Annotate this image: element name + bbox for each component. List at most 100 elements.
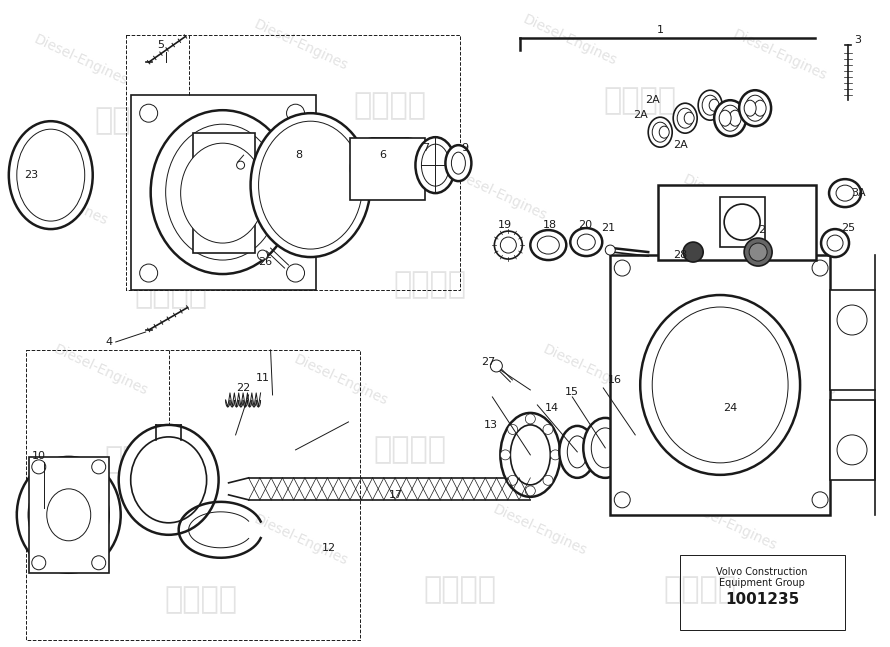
Text: 20: 20 [578,220,593,230]
Text: 11: 11 [255,373,270,383]
Ellipse shape [648,117,672,147]
Ellipse shape [729,110,741,126]
Circle shape [32,556,45,570]
Circle shape [749,243,767,261]
Text: Diesel-Engines: Diesel-Engines [731,27,829,83]
Text: Equipment Group: Equipment Group [719,578,805,587]
Text: 紫发动力: 紫发动力 [94,105,167,135]
Text: 8: 8 [295,150,302,160]
Text: Diesel-Engines: Diesel-Engines [52,342,150,398]
Ellipse shape [714,100,746,136]
Ellipse shape [351,138,394,198]
Text: Diesel-Engines: Diesel-Engines [231,182,330,238]
Ellipse shape [659,126,669,138]
Text: Diesel-Engines: Diesel-Engines [251,17,350,73]
Ellipse shape [754,100,766,116]
Circle shape [140,264,158,282]
Circle shape [500,450,510,460]
Text: 12: 12 [321,543,336,553]
Circle shape [812,492,828,508]
Circle shape [684,242,703,262]
Circle shape [837,305,867,335]
Text: 25: 25 [841,223,855,233]
Ellipse shape [445,145,472,181]
Bar [351,138,425,200]
Text: Diesel-Engines: Diesel-Engines [740,342,839,398]
Text: 23: 23 [24,170,38,180]
Circle shape [92,460,106,474]
Circle shape [494,231,522,259]
Ellipse shape [726,388,734,402]
Text: Diesel-Engines: Diesel-Engines [12,502,110,558]
Text: 28: 28 [673,250,687,260]
Circle shape [837,435,867,465]
Ellipse shape [615,407,655,463]
Text: 紫发动力: 紫发动力 [134,281,207,309]
Ellipse shape [28,469,109,561]
Ellipse shape [451,152,465,174]
Ellipse shape [181,143,264,243]
Ellipse shape [673,104,697,133]
Text: 2A: 2A [645,95,659,105]
Text: Diesel-Engines: Diesel-Engines [681,497,780,553]
Text: 26: 26 [258,257,272,267]
Circle shape [507,476,518,485]
Text: Diesel-Engines: Diesel-Engines [12,172,110,228]
Circle shape [92,556,106,570]
Circle shape [500,237,516,253]
Ellipse shape [538,236,559,254]
Text: 紫发动力: 紫发动力 [603,85,676,115]
Circle shape [550,450,561,460]
Text: 紫发动力: 紫发动力 [614,441,687,469]
Circle shape [827,235,843,251]
Circle shape [614,492,630,508]
Text: 27: 27 [481,357,496,367]
Text: 紫发动力: 紫发动力 [424,575,497,604]
Text: Diesel-Engines: Diesel-Engines [31,32,130,88]
Text: 6: 6 [379,150,386,160]
Ellipse shape [684,112,694,124]
Ellipse shape [416,137,456,193]
Ellipse shape [559,426,595,478]
Ellipse shape [652,307,788,463]
Ellipse shape [567,436,587,468]
Text: 17: 17 [388,490,402,500]
Bar [830,400,875,480]
Ellipse shape [623,417,647,453]
Circle shape [543,424,553,434]
Text: 1: 1 [657,25,664,36]
Text: Diesel-Engines: Diesel-Engines [521,12,619,68]
Ellipse shape [829,179,861,207]
Text: 10: 10 [32,451,45,461]
Ellipse shape [166,124,279,260]
Ellipse shape [39,479,99,551]
Ellipse shape [500,413,561,497]
Text: 13: 13 [483,420,498,430]
Circle shape [614,260,630,276]
Text: 紫发动力: 紫发动力 [164,586,237,614]
Text: 紫发动力: 紫发动力 [394,270,467,300]
Ellipse shape [591,428,619,468]
Circle shape [543,476,553,485]
Text: 紫发动力: 紫发动力 [643,276,716,305]
Ellipse shape [652,122,668,142]
Ellipse shape [17,457,121,573]
Circle shape [287,264,304,282]
Circle shape [287,104,304,122]
Circle shape [812,260,828,276]
Text: 14: 14 [546,403,560,413]
Ellipse shape [47,489,91,541]
Text: 19: 19 [498,220,513,230]
Text: 24: 24 [723,403,737,413]
Ellipse shape [744,100,756,116]
Bar [659,185,816,260]
Ellipse shape [739,90,771,126]
Text: 4: 4 [105,337,112,347]
Text: 2A: 2A [633,110,648,120]
Ellipse shape [583,418,627,478]
Circle shape [237,161,245,169]
Text: Diesel-Engines: Diesel-Engines [681,172,780,228]
Text: 5: 5 [158,40,164,50]
Ellipse shape [9,121,93,229]
Ellipse shape [510,425,550,485]
